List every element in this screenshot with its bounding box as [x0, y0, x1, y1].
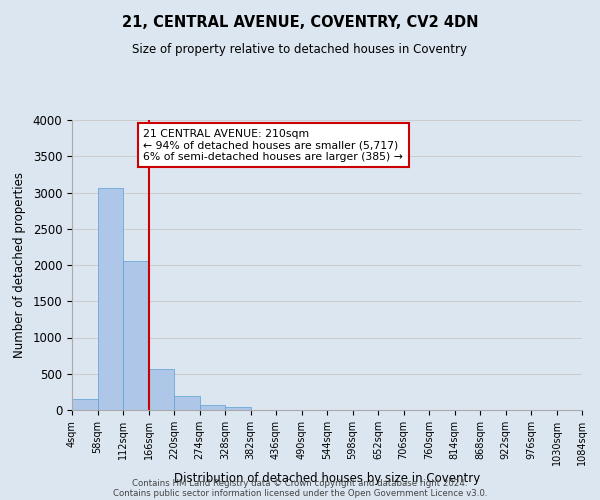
Text: Contains public sector information licensed under the Open Government Licence v3: Contains public sector information licen…: [113, 488, 487, 498]
Bar: [97, 188, 123, 410]
Y-axis label: Number of detached properties: Number of detached properties: [13, 172, 26, 358]
Text: 21, CENTRAL AVENUE, COVENTRY, CV2 4DN: 21, CENTRAL AVENUE, COVENTRY, CV2 4DN: [122, 15, 478, 30]
Text: 21 CENTRAL AVENUE: 210sqm
← 94% of detached houses are smaller (5,717)
6% of sem: 21 CENTRAL AVENUE: 210sqm ← 94% of detac…: [143, 128, 403, 162]
Bar: [174, 396, 199, 410]
Bar: [149, 368, 174, 410]
Text: Size of property relative to detached houses in Coventry: Size of property relative to detached ho…: [133, 42, 467, 56]
Bar: [72, 399, 97, 410]
X-axis label: Distribution of detached houses by size in Coventry: Distribution of detached houses by size …: [174, 472, 480, 485]
Bar: [225, 406, 251, 410]
Text: Contains HM Land Registry data © Crown copyright and database right 2024.: Contains HM Land Registry data © Crown c…: [132, 478, 468, 488]
Bar: [199, 406, 225, 410]
Bar: [123, 260, 149, 410]
